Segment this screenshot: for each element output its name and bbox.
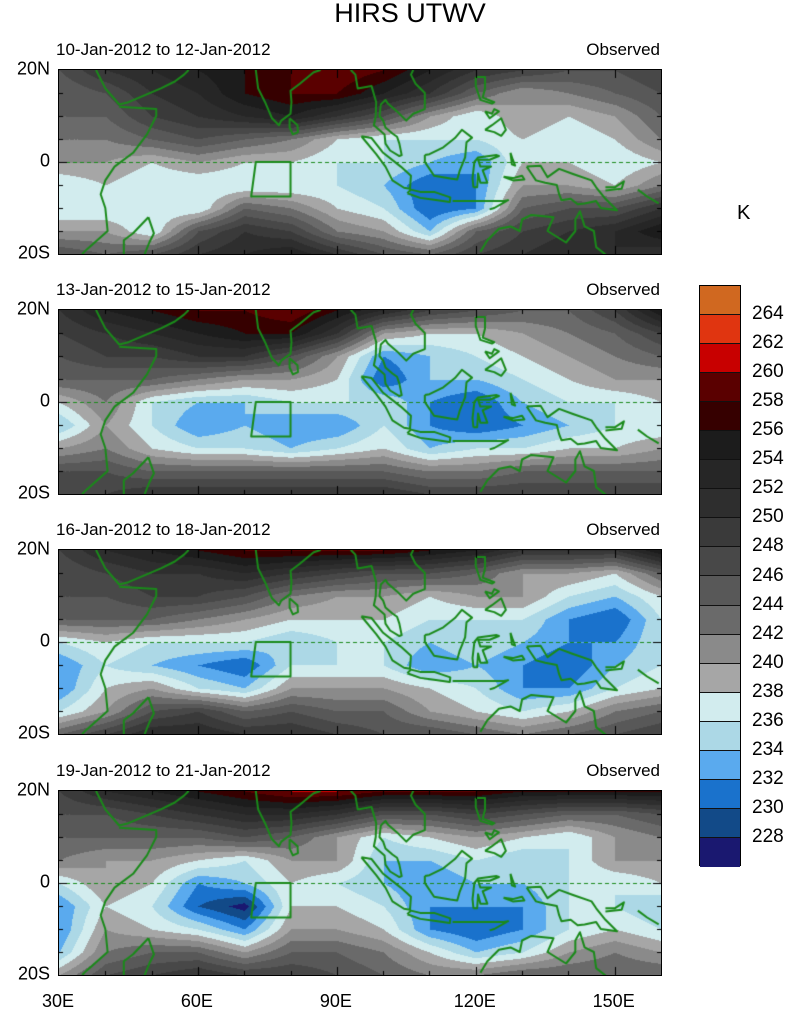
colorbar-tick-label: 246 — [752, 564, 784, 586]
colorbar — [699, 285, 741, 867]
colorbar-bin — [700, 402, 740, 432]
lat-label: 20S — [17, 963, 50, 984]
utwv-contour-map — [58, 309, 662, 495]
colorbar-bin — [700, 663, 740, 693]
panel-date-range: 19-Jan-2012 to 21-Jan-2012 — [56, 761, 271, 780]
colorbar-bin — [700, 315, 740, 345]
colorbar-bin — [700, 576, 740, 606]
lat-label: 0 — [39, 150, 50, 171]
lat-label: 20N — [16, 58, 50, 79]
colorbar-bin — [700, 489, 740, 519]
utwv-contour-map — [58, 549, 662, 735]
panel-date-range: 13-Jan-2012 to 15-Jan-2012 — [56, 280, 271, 299]
utwv-contour-map — [58, 790, 662, 976]
lon-label: 30E — [41, 991, 75, 1011]
map-panel-1: 10-Jan-2012 to 12-Jan-2012 Observed 20N 0… — [17, 40, 662, 263]
colorbar-bin — [700, 518, 740, 548]
lon-label: 90E — [319, 991, 352, 1011]
map-panel-3: 16-Jan-2012 to 18-Jan-2012 Observed 20N 0… — [17, 520, 662, 743]
lat-label: 20S — [17, 482, 50, 503]
colorbar-tick-label: 264 — [752, 303, 784, 325]
colorbar-tick-label: 238 — [752, 680, 784, 702]
colorbar-tick-label: 256 — [752, 419, 784, 441]
lat-label: 20S — [17, 242, 50, 263]
colorbar-bin — [700, 634, 740, 664]
colorbar-tick-label: 258 — [752, 390, 784, 412]
panel-date-range: 10-Jan-2012 to 12-Jan-2012 — [56, 40, 271, 59]
lat-label: 20N — [16, 298, 50, 319]
colorbar-bin — [700, 460, 740, 490]
colorbar-tick-label: 240 — [752, 651, 784, 673]
utwv-contour-map — [58, 69, 662, 255]
lon-label: 120E — [453, 991, 496, 1011]
lon-label: 60E — [180, 991, 213, 1011]
panel-source-label: Observed — [586, 280, 660, 299]
colorbar-bin — [700, 605, 740, 635]
colorbar-bin — [700, 431, 740, 461]
unit-label: K — [737, 202, 751, 224]
colorbar-tick-label: 244 — [752, 593, 784, 615]
lat-label: 0 — [39, 390, 50, 411]
colorbar-tick-label: 262 — [752, 332, 784, 354]
colorbar-tick-label: 232 — [752, 767, 784, 789]
colorbar-bin — [700, 779, 740, 809]
colorbar-tick-label: 248 — [752, 535, 784, 557]
panel-source-label: Observed — [586, 761, 660, 780]
colorbar-tick-label: 242 — [752, 622, 784, 644]
colorbar-bin — [700, 547, 740, 577]
map-panel-4: 19-Jan-2012 to 21-Jan-2012 Observed 20N 0… — [17, 761, 662, 984]
map-panel-2: 13-Jan-2012 to 15-Jan-2012 Observed 20N 0… — [17, 280, 662, 503]
colorbar-tick-label: 252 — [752, 477, 784, 499]
colorbar-tick-label: 254 — [752, 448, 784, 470]
lat-label: 0 — [39, 871, 50, 892]
colorbar-bin — [700, 373, 740, 403]
panel-source-label: Observed — [586, 520, 660, 539]
colorbar-bin — [700, 286, 740, 316]
panel-date-range: 16-Jan-2012 to 18-Jan-2012 — [56, 520, 271, 539]
colorbar-bin — [700, 692, 740, 722]
colorbar-bin — [700, 837, 740, 867]
colorbar-bin — [700, 808, 740, 838]
figure-title: HIRS UTWV — [334, 0, 486, 28]
lon-label: 150E — [592, 991, 635, 1011]
colorbar-tick-label: 230 — [752, 796, 784, 818]
lat-label: 0 — [39, 630, 50, 651]
colorbar-tick-label: 260 — [752, 361, 784, 383]
colorbar-tick-label: 236 — [752, 709, 784, 731]
lat-label: 20N — [16, 538, 50, 559]
panel-source-label: Observed — [586, 40, 660, 59]
lat-label: 20S — [17, 722, 50, 743]
colorbar-bin — [700, 344, 740, 374]
colorbar-tick-label: 250 — [752, 506, 784, 528]
colorbar-tick-label: 234 — [752, 738, 784, 760]
lat-label: 20N — [16, 779, 50, 800]
colorbar-bin — [700, 750, 740, 780]
colorbar-bin — [700, 721, 740, 751]
colorbar-tick-label: 228 — [752, 825, 784, 847]
